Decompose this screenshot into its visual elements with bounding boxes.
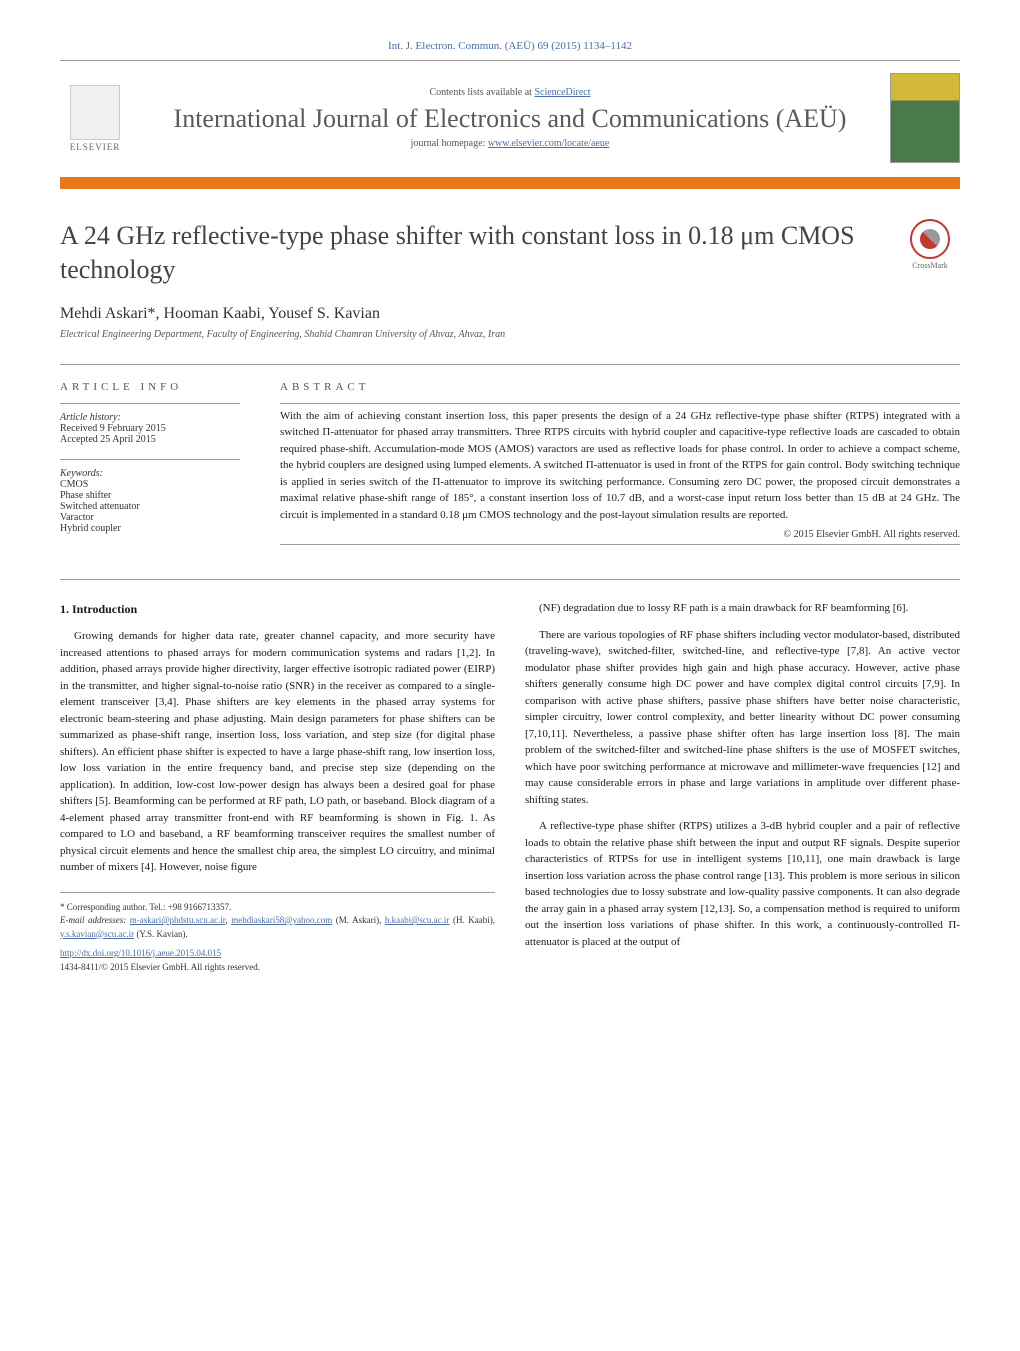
- email-addresses-line: E-mail addresses: m-askari@phdstu.scu.ac…: [60, 914, 495, 941]
- journal-reference: Int. J. Electron. Commun. (AEÜ) 69 (2015…: [60, 40, 960, 52]
- section-heading: 1. Introduction: [60, 600, 495, 618]
- divider: [60, 60, 960, 61]
- crossmark-label: CrossMark: [912, 261, 948, 270]
- crossmark-badge[interactable]: CrossMark: [900, 219, 960, 279]
- divider: [280, 403, 960, 404]
- elsevier-label: ELSEVIER: [70, 142, 121, 152]
- orange-divider-bar: [60, 177, 960, 189]
- body-paragraph: (NF) degradation due to lossy RF path is…: [525, 600, 960, 617]
- elsevier-tree-icon: [70, 85, 120, 140]
- keywords-label: Keywords:: [60, 468, 240, 479]
- email-link[interactable]: y.s.kavian@scu.ac.ir: [60, 929, 134, 939]
- sciencedirect-link[interactable]: ScienceDirect: [534, 87, 590, 98]
- article-title: A 24 GHz reflective-type phase shifter w…: [60, 219, 880, 287]
- article-info-heading: ARTICLE INFO: [60, 381, 240, 393]
- keyword: Switched attenuator: [60, 501, 240, 512]
- abstract-heading: ABSTRACT: [280, 381, 960, 393]
- body-paragraph: There are various topologies of RF phase…: [525, 627, 960, 809]
- email-link[interactable]: h.kaabi@scu.ac.ir: [385, 915, 450, 925]
- journal-cover-thumbnail: [890, 73, 960, 163]
- keyword: Hybrid coupler: [60, 523, 240, 534]
- body-paragraph: A reflective-type phase shifter (RTPS) u…: [525, 818, 960, 950]
- text: (M. Askari),: [332, 915, 385, 925]
- journal-title: International Journal of Electronics and…: [150, 104, 870, 134]
- divider: [60, 403, 240, 404]
- crossmark-icon: [910, 219, 950, 259]
- footer-copyright: 1434-8411/© 2015 Elsevier GmbH. All righ…: [60, 961, 495, 975]
- body-paragraph: Growing demands for higher data rate, gr…: [60, 628, 495, 876]
- contents-prefix: Contents lists available at: [429, 87, 534, 98]
- journal-header: ELSEVIER Contents lists available at Sci…: [60, 65, 960, 171]
- abstract-text: With the aim of achieving constant inser…: [280, 408, 960, 524]
- abstract-column: ABSTRACT With the aim of achieving const…: [280, 381, 960, 550]
- divider: [280, 544, 960, 545]
- corresponding-author-footer: * Corresponding author. Tel.: +98 916671…: [60, 892, 495, 975]
- accepted-date: Accepted 25 April 2015: [60, 434, 240, 445]
- right-column: (NF) degradation due to lossy RF path is…: [525, 600, 960, 974]
- contents-list-line: Contents lists available at ScienceDirec…: [150, 87, 870, 98]
- email-link[interactable]: mehdiaskari58@yahoo.com: [231, 915, 332, 925]
- doi-link[interactable]: http://dx.doi.org/10.1016/j.aeue.2015.04…: [60, 948, 221, 958]
- text: (H. Kaabi),: [449, 915, 495, 925]
- abstract-copyright: © 2015 Elsevier GmbH. All rights reserve…: [280, 529, 960, 540]
- corresponding-author-line: * Corresponding author. Tel.: +98 916671…: [60, 901, 495, 915]
- authors-line: Mehdi Askari*, Hooman Kaabi, Yousef S. K…: [60, 305, 960, 323]
- homepage-prefix: journal homepage:: [411, 138, 488, 149]
- received-date: Received 9 February 2015: [60, 423, 240, 434]
- affiliation: Electrical Engineering Department, Facul…: [60, 329, 960, 340]
- keyword: Varactor: [60, 512, 240, 523]
- keyword: CMOS: [60, 479, 240, 490]
- email-label: E-mail addresses:: [60, 915, 130, 925]
- history-label: Article history:: [60, 412, 240, 423]
- left-column: 1. Introduction Growing demands for high…: [60, 600, 495, 974]
- text: (Y.S. Kavian).: [134, 929, 188, 939]
- body-two-column: 1. Introduction Growing demands for high…: [60, 579, 960, 974]
- homepage-link[interactable]: www.elsevier.com/locate/aeue: [488, 138, 610, 149]
- article-info-sidebar: ARTICLE INFO Article history: Received 9…: [60, 381, 240, 550]
- email-link[interactable]: m-askari@phdstu.scu.ac.ir: [130, 915, 226, 925]
- keyword: Phase shifter: [60, 490, 240, 501]
- divider: [60, 459, 240, 460]
- elsevier-logo: ELSEVIER: [60, 78, 130, 158]
- journal-homepage-line: journal homepage: www.elsevier.com/locat…: [150, 138, 870, 149]
